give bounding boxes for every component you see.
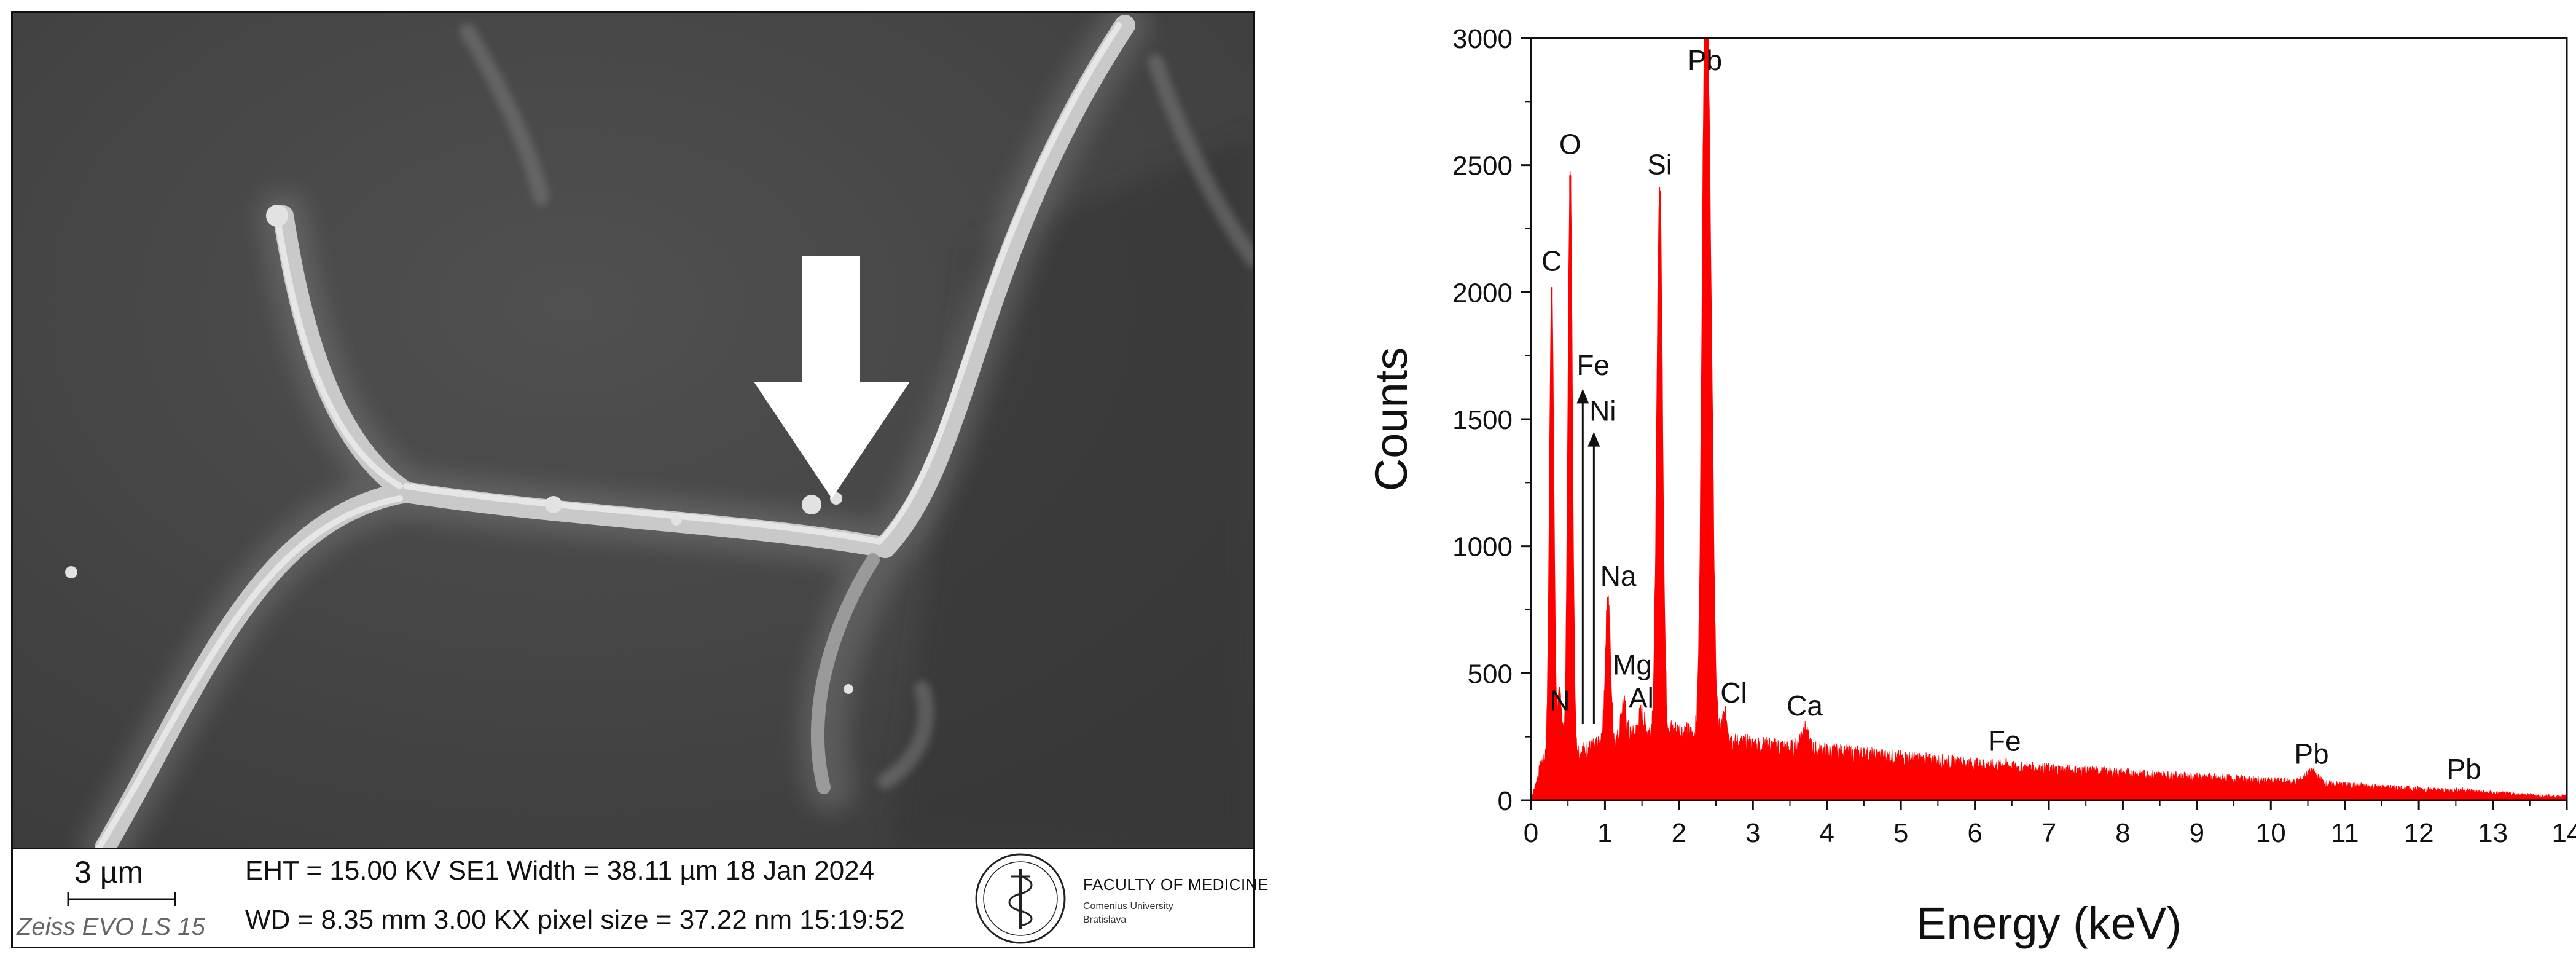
y-tick-label: 500 (1468, 659, 1513, 689)
faculty-logo-icon (975, 853, 1066, 944)
y-tick-label: 1500 (1452, 405, 1513, 435)
faculty-city: Bratislava (1083, 915, 1127, 925)
peak-label: Al (1629, 682, 1654, 714)
peak-label: Pb (1688, 44, 1722, 76)
arrow-head-ni (1587, 431, 1600, 447)
fibre-branch (811, 553, 880, 794)
y-tick-label: 2500 (1452, 151, 1513, 181)
axis-layer (1530, 37, 2568, 801)
x-tick-label: 0 (1524, 818, 1538, 848)
x-tick-label: 10 (2256, 818, 2286, 848)
y-tick-label: 3000 (1452, 24, 1513, 54)
x-tick-label: 3 (1745, 818, 1760, 848)
acquisition-params-line1: EHT = 15.00 KV SE1 Width = 38.11 µm 18 J… (245, 856, 875, 886)
peak-label: Ni (1589, 395, 1616, 427)
x-axis-title: Energy (keV) (1916, 898, 2182, 949)
x-tick-label: 14 (2552, 818, 2576, 848)
y-tick-label: 1000 (1452, 532, 1513, 562)
eds-spectrum-chart: C O Si Pb N Na Mg Al Cl Ca Fe Pb Pb Fe Ni 0 1 2 3 4 5 6 7 8 9 10… (1339, 0, 2576, 957)
x-tick-label: 12 (2404, 818, 2434, 848)
instrument-label: Zeiss EVO LS 15 (17, 913, 205, 940)
x-tick-label: 2 (1672, 818, 1686, 848)
tick-layer: 0 1 2 3 4 5 6 7 8 9 10 11 12 13 1405001000150020002500… (1452, 24, 2576, 848)
y-axis-title: Counts (1366, 347, 1417, 491)
x-tick-label: 11 (2331, 818, 2359, 848)
sem-image (13, 13, 1253, 848)
peak-label: Ca (1787, 690, 1823, 722)
sem-info-bar: 3 µm Zeiss EVO LS 15 EHT = 15.00 KV SE1 … (13, 848, 1268, 947)
arrow-head-fe (1576, 388, 1589, 404)
faint-fibres (460, 23, 1253, 789)
y-tick-label: 0 (1498, 786, 1513, 816)
acquisition-params-line2: WD = 8.35 mm 3.00 KX pixel size = 37.22 … (245, 905, 905, 935)
peak-label: Mg (1613, 649, 1652, 681)
peak-label: C (1541, 245, 1562, 277)
faculty-university: Comenius University (1083, 901, 1173, 912)
x-tick-label: 13 (2478, 818, 2508, 848)
arrow-layer (1576, 388, 1600, 724)
peak-label: Na (1600, 560, 1637, 592)
faculty-name: FACULTY OF MEDICINE (1083, 875, 1269, 894)
x-tick-label: 7 (2042, 818, 2056, 848)
peak-label: O (1559, 128, 1581, 160)
x-tick-label: 4 (1819, 818, 1834, 848)
sem-image-svg (13, 13, 1253, 848)
x-tick-label: 5 (1893, 818, 1908, 848)
x-tick-label: 8 (2115, 818, 2130, 848)
peak-label: Pb (2446, 753, 2481, 785)
peak-label: Fe (1576, 349, 1610, 381)
peak-label: Cl (1720, 677, 1747, 709)
fibre-highlights (96, 22, 1122, 848)
spectrum-area (1530, 37, 2567, 801)
peak-label: N (1549, 685, 1570, 717)
x-tick-label: 1 (1597, 818, 1612, 848)
series-layer (1530, 37, 2567, 801)
peak-label: Fe (1988, 725, 2021, 757)
scale-label: 3 µm (74, 855, 144, 889)
down-arrow-icon (754, 256, 910, 498)
scale-bar (67, 892, 176, 906)
plot-frame (1530, 37, 2568, 801)
x-tick-label: 9 (2190, 818, 2204, 848)
sem-micrograph-panel: 3 µm Zeiss EVO LS 15 EHT = 15.00 KV SE1 … (11, 11, 1268, 948)
y-tick-label: 2000 (1452, 278, 1513, 308)
peak-label: Si (1647, 148, 1672, 180)
x-tick-label: 6 (1967, 818, 1982, 848)
peak-label: Pb (2294, 738, 2328, 770)
